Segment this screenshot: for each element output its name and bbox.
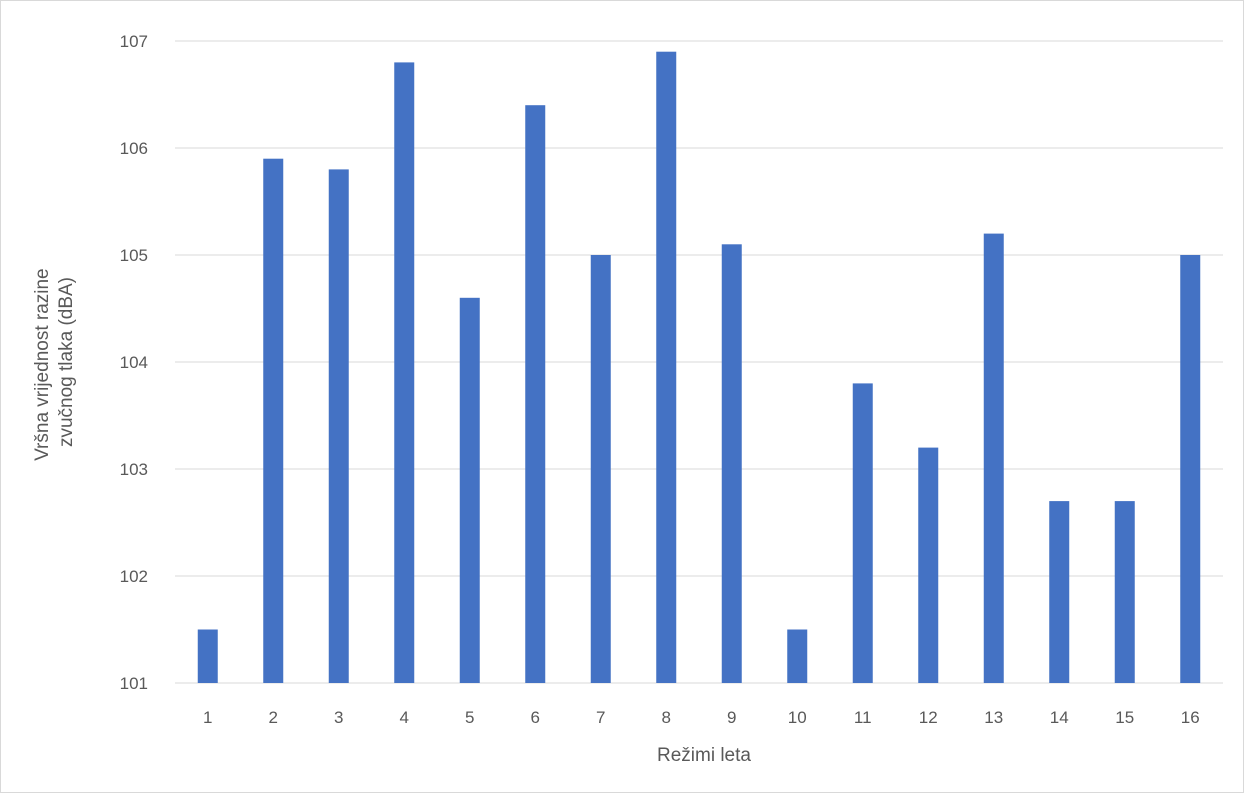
y-axis-title-line-2: zvučnog tlaka (dBA) bbox=[56, 277, 77, 447]
bar-11 bbox=[852, 383, 873, 683]
bar-6 bbox=[525, 105, 546, 683]
y-tick-label: 106 bbox=[120, 139, 148, 158]
x-axis-ticks: 1 2 3 4 5 6 7 8 9 10 11 12 13 14 15 16 bbox=[203, 708, 1200, 727]
y-tick-label: 107 bbox=[120, 32, 148, 51]
bar-8 bbox=[656, 51, 677, 683]
x-tick-label: 14 bbox=[1050, 708, 1069, 727]
x-tick-label: 9 bbox=[727, 708, 736, 727]
y-axis-title-line-1: Vršna vrijednost razine bbox=[32, 268, 53, 461]
y-tick-label: 101 bbox=[120, 674, 148, 693]
bar-1 bbox=[197, 629, 218, 683]
bar-14 bbox=[1049, 501, 1070, 683]
x-tick-label: 1 bbox=[203, 708, 212, 727]
y-axis-title: Vršna vrijednost razine zvučnog tlaka (d… bbox=[32, 263, 77, 461]
bar-7 bbox=[590, 255, 611, 683]
x-tick-label: 2 bbox=[269, 708, 278, 727]
x-tick-label: 11 bbox=[854, 708, 872, 727]
x-axis-title: Režimi leta bbox=[657, 745, 751, 766]
x-tick-label: 4 bbox=[400, 708, 409, 727]
bar-13 bbox=[983, 233, 1004, 683]
bar-2 bbox=[263, 158, 284, 683]
y-tick-label: 102 bbox=[120, 567, 148, 586]
gridlines bbox=[175, 40, 1223, 684]
bar-12 bbox=[918, 447, 939, 683]
bar-4 bbox=[394, 62, 415, 683]
y-tick-label: 105 bbox=[120, 246, 148, 265]
x-tick-label: 6 bbox=[531, 708, 540, 727]
x-tick-label: 16 bbox=[1181, 708, 1200, 727]
y-tick-label: 103 bbox=[120, 460, 148, 479]
bars bbox=[197, 51, 1201, 684]
x-tick-label: 5 bbox=[465, 708, 474, 727]
x-tick-label: 8 bbox=[662, 708, 671, 727]
bar-10 bbox=[787, 629, 808, 683]
x-tick-label: 15 bbox=[1115, 708, 1134, 727]
x-tick-label: 10 bbox=[788, 708, 807, 727]
y-tick-label: 104 bbox=[120, 353, 148, 372]
x-tick-label: 7 bbox=[596, 708, 605, 727]
x-tick-label: 3 bbox=[334, 708, 343, 727]
bar-9 bbox=[721, 244, 742, 684]
bar-3 bbox=[328, 169, 349, 683]
bar-15 bbox=[1114, 501, 1135, 683]
x-tick-label: 13 bbox=[984, 708, 1003, 727]
bar-5 bbox=[459, 297, 480, 683]
bar-16 bbox=[1180, 255, 1201, 683]
x-tick-label: 12 bbox=[919, 708, 938, 727]
y-axis-ticks: 101 102 103 104 105 106 107 bbox=[120, 32, 148, 693]
